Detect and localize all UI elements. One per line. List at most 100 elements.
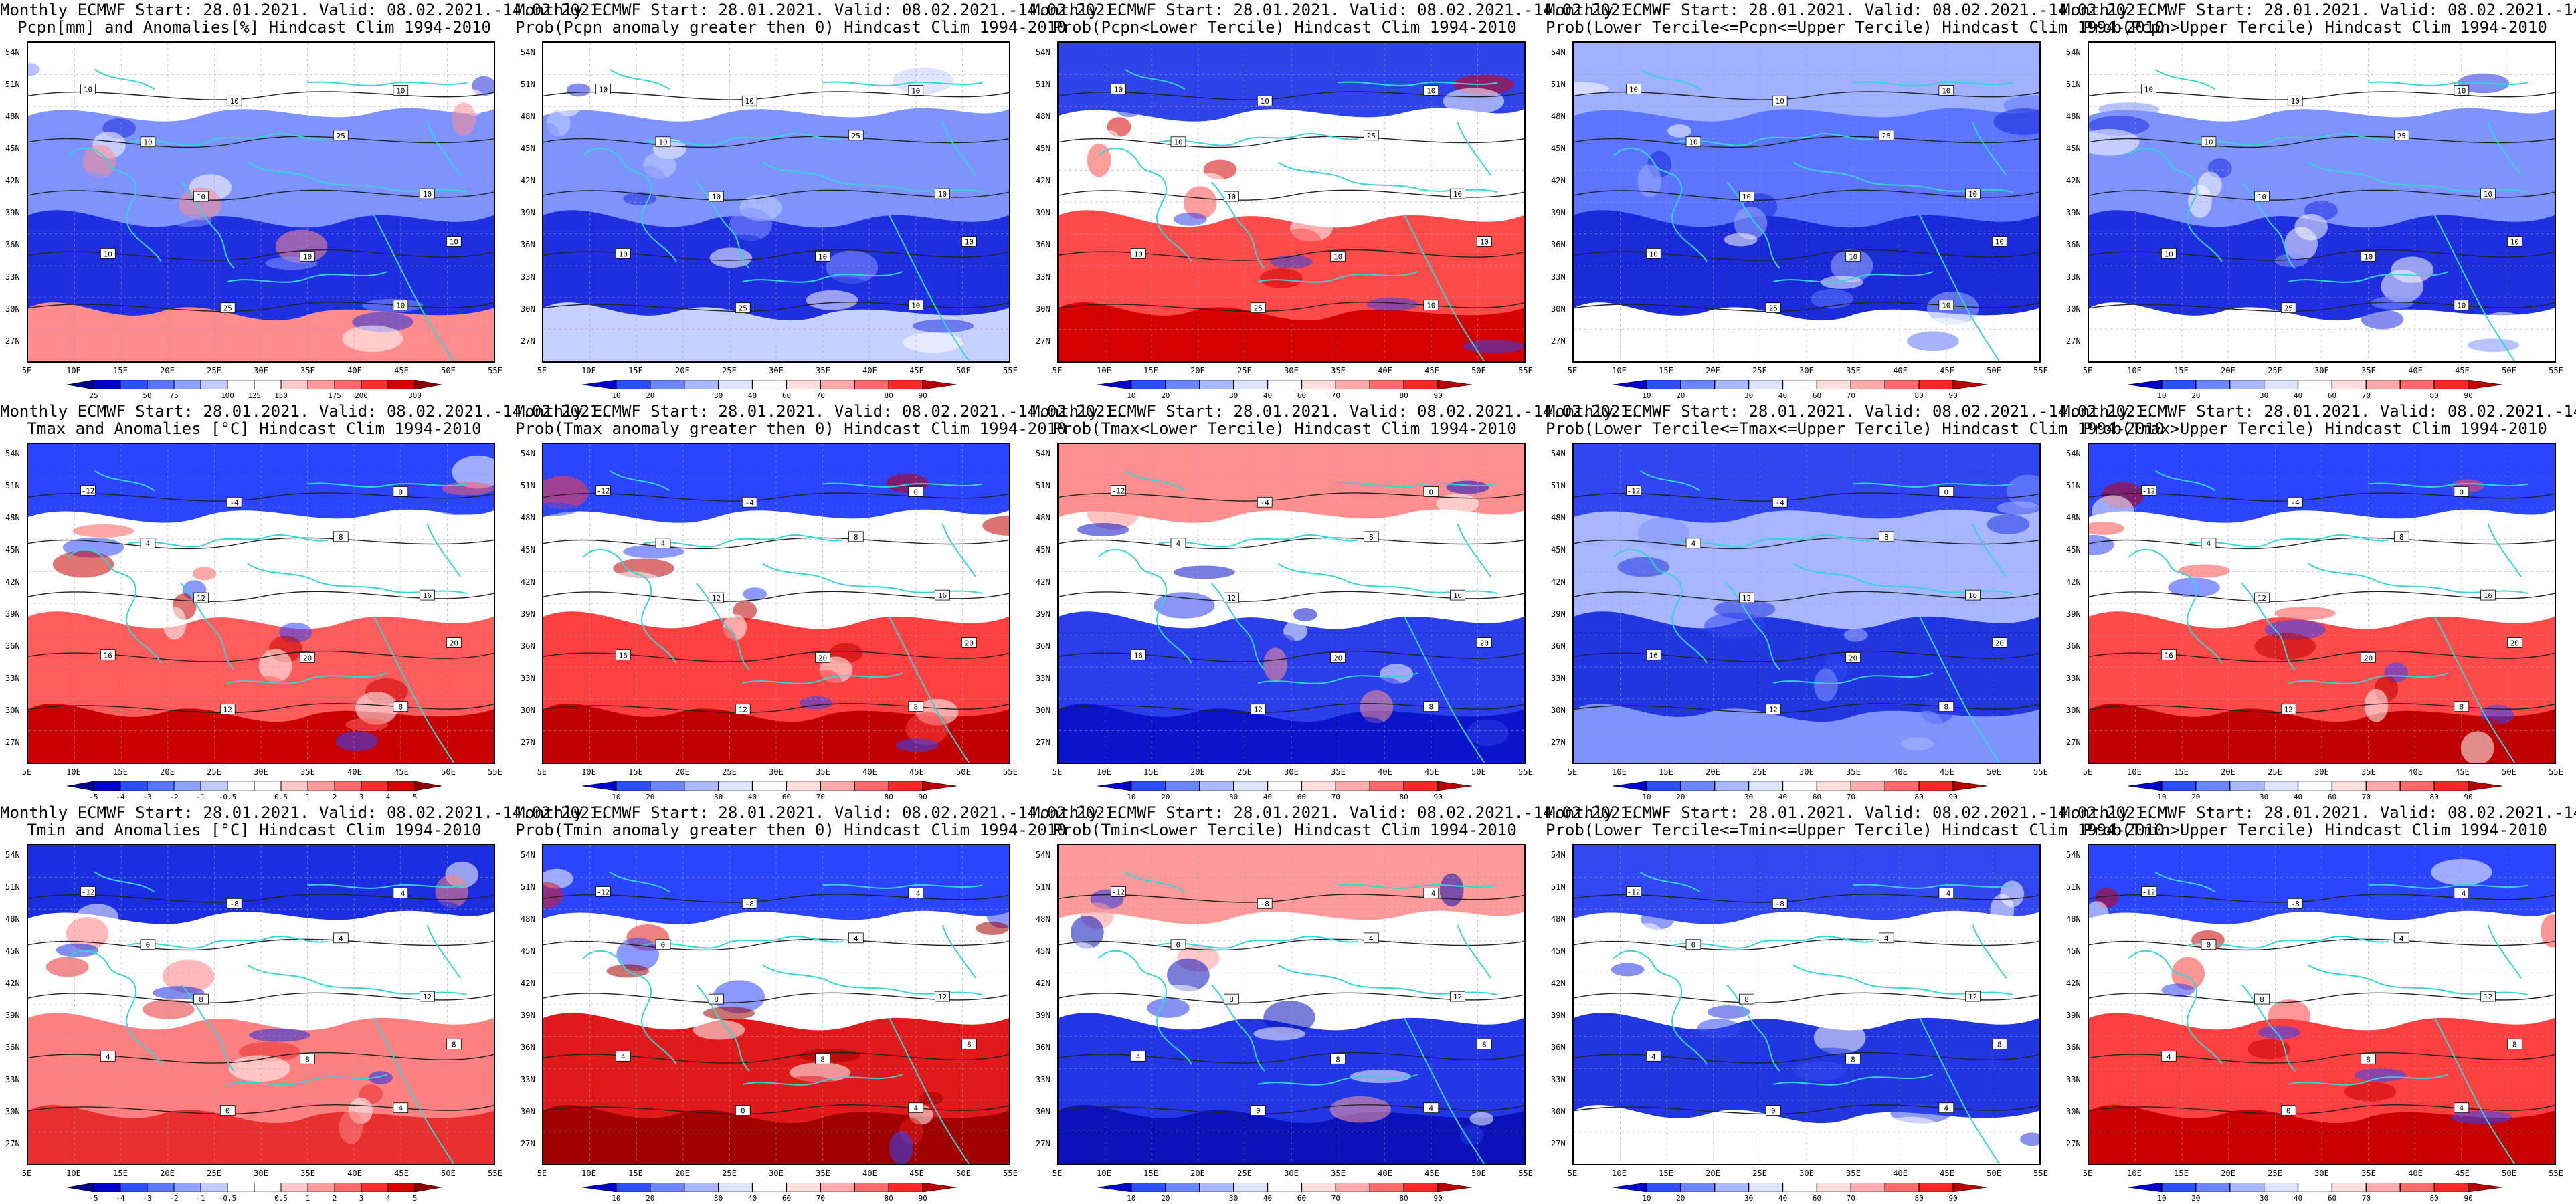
colorbar-swatch [1165, 380, 1200, 389]
map-plot[interactable]: 10 10 10 10 25 10 10 10 10 25 10 10 [27, 41, 495, 363]
svg-text:8: 8 [2512, 1040, 2517, 1049]
colorbar-swatch [1437, 1183, 1472, 1192]
colorbar-label: -5 [89, 793, 98, 801]
contour-label: 10 [961, 236, 977, 247]
svg-text:0: 0 [741, 1107, 745, 1116]
latitude-label: 30N [521, 304, 535, 314]
panel-subtitle: Prob(Lower Tercile<=Tmax<=Upper Tercile)… [1546, 419, 2165, 438]
map-plot[interactable]: 10 10 10 10 25 10 10 10 10 25 10 10 [542, 41, 1010, 363]
longitude-label: 15E [1659, 1169, 1673, 1178]
colorbar-label: 80 [2429, 1194, 2439, 1203]
latitude-label: 45N [1551, 144, 1566, 153]
svg-text:25: 25 [1769, 304, 1778, 313]
field-patch [355, 691, 398, 725]
contour-line [543, 703, 1009, 714]
svg-text:-12: -12 [82, 486, 95, 495]
colorbar-swatch [1301, 1183, 1336, 1192]
colorbar-swatch [1782, 1183, 1818, 1192]
map-svg: -12 -4 0 4 8 12 16 16 20 12 8 20 [1059, 444, 1524, 763]
contour-label: -4 [741, 496, 757, 508]
latitude-label: 48N [2066, 112, 2081, 121]
latitude-label: 39N [1551, 609, 1566, 619]
map-plot[interactable]: -12 -4 0 4 8 12 16 16 20 12 8 20 [542, 443, 1010, 764]
colorbar-swatch [1097, 380, 1132, 389]
latitude-label: 27N [1551, 336, 1566, 346]
contour-line [1574, 938, 2039, 951]
map-plot[interactable]: 10 10 10 10 25 10 10 10 10 25 10 10 [2088, 41, 2556, 363]
latitude-label: 48N [521, 112, 535, 121]
coastline [1158, 936, 1358, 949]
field-patch [2104, 874, 2129, 888]
longitude-label: 10E [581, 767, 596, 777]
svg-text:10: 10 [1968, 190, 1977, 199]
longitude-label: 30E [254, 767, 268, 777]
contour-label: 8 [1330, 1053, 1346, 1064]
longitude-label: 55E [1003, 767, 1018, 777]
colorbar-swatch [616, 380, 651, 389]
latitude-label: 54N [2066, 850, 2081, 860]
map-plot[interactable]: -12 -8 -4 0 4 8 12 4 8 0 4 8 [1057, 844, 1526, 1165]
colorbar-swatch [1816, 781, 1851, 791]
coastline [1338, 482, 1498, 488]
map-plot[interactable]: -12 -4 0 4 8 12 16 16 20 12 8 20 [27, 443, 495, 764]
field-patch [1574, 82, 1609, 96]
colorbar-swatch [582, 1183, 617, 1192]
coastline [695, 984, 750, 1072]
longitude-label: 50E [1987, 366, 2001, 375]
coastline [67, 147, 162, 262]
coastline [1097, 548, 1192, 664]
field-patch [2274, 606, 2336, 620]
longitude-label: 20E [675, 366, 690, 375]
latitude-label: 27N [521, 1139, 535, 1148]
contour-label: 10 [1938, 85, 1954, 96]
contour-label: 10 [815, 250, 830, 262]
latitude-label: 42N [521, 979, 535, 988]
svg-text:4: 4 [1884, 934, 1889, 943]
map-plot[interactable]: -12 -8 -4 0 4 8 12 4 8 0 4 8 [27, 844, 495, 1165]
svg-text:25: 25 [852, 132, 860, 140]
map-plot[interactable]: -12 -8 -4 0 4 8 12 4 8 0 4 8 [1572, 844, 2041, 1165]
contour-label: 12 [1224, 592, 1239, 603]
svg-text:12: 12 [1742, 594, 1751, 603]
svg-text:10: 10 [1849, 252, 1857, 261]
latitude-label: 48N [521, 513, 535, 522]
field-patch [1611, 963, 1645, 977]
latitude-label: 33N [5, 1075, 20, 1084]
contour-label: 12 [1450, 991, 1465, 1002]
latitude-label: 48N [1551, 112, 1566, 121]
field-patch [1293, 607, 1317, 621]
latitude-label: 36N [1036, 641, 1050, 651]
longitude-label: 5E [1567, 1169, 1578, 1178]
map-svg: -12 -8 -4 0 4 8 12 4 8 0 4 8 [543, 845, 1009, 1164]
colorbar-label: 90 [2464, 391, 2473, 400]
latitude-label: 51N [1036, 481, 1050, 490]
field-patch [693, 1019, 745, 1040]
svg-text:4: 4 [854, 934, 858, 943]
colorbar-swatch [1437, 781, 1472, 791]
latitude-label: 36N [1551, 641, 1566, 651]
colorbar-label: 80 [2429, 793, 2439, 801]
colorbar-swatch [1646, 781, 1681, 791]
colorbar-swatch [1613, 781, 1647, 791]
latitude-label: 27N [1551, 1139, 1566, 1148]
svg-text:10: 10 [619, 249, 628, 258]
contour-label: 10 [1992, 236, 2007, 247]
longitude-label: 10E [1097, 767, 1111, 777]
map-plot[interactable]: -12 -4 0 4 8 12 16 16 20 12 8 20 [1572, 443, 2041, 764]
map-plot[interactable]: -12 -8 -4 0 4 8 12 4 8 0 4 8 [2088, 844, 2556, 1165]
colorbar-label: 2 [332, 793, 337, 801]
map-plot[interactable]: 10 10 10 10 25 10 10 10 10 25 10 10 [1572, 41, 2041, 363]
map-plot[interactable]: 10 10 10 10 25 10 10 10 10 25 10 10 [1057, 41, 1526, 363]
colorbar-swatch [307, 1183, 335, 1192]
svg-text:-4: -4 [2291, 498, 2300, 507]
coastline [889, 1017, 970, 1164]
coastline [426, 523, 462, 577]
colorbar-swatch [307, 781, 335, 791]
map-plot[interactable]: -12 -4 0 4 8 12 16 16 20 12 8 20 [1057, 443, 1526, 764]
colorbar-swatch [1165, 1183, 1200, 1192]
svg-text:10: 10 [1649, 249, 1658, 258]
field-patch [709, 247, 753, 268]
coastline [2188, 936, 2389, 949]
map-plot[interactable]: -12 -8 -4 0 4 8 12 4 8 0 4 8 [542, 844, 1010, 1165]
map-plot[interactable]: -12 -4 0 4 8 12 16 16 20 12 8 20 [2088, 443, 2556, 764]
